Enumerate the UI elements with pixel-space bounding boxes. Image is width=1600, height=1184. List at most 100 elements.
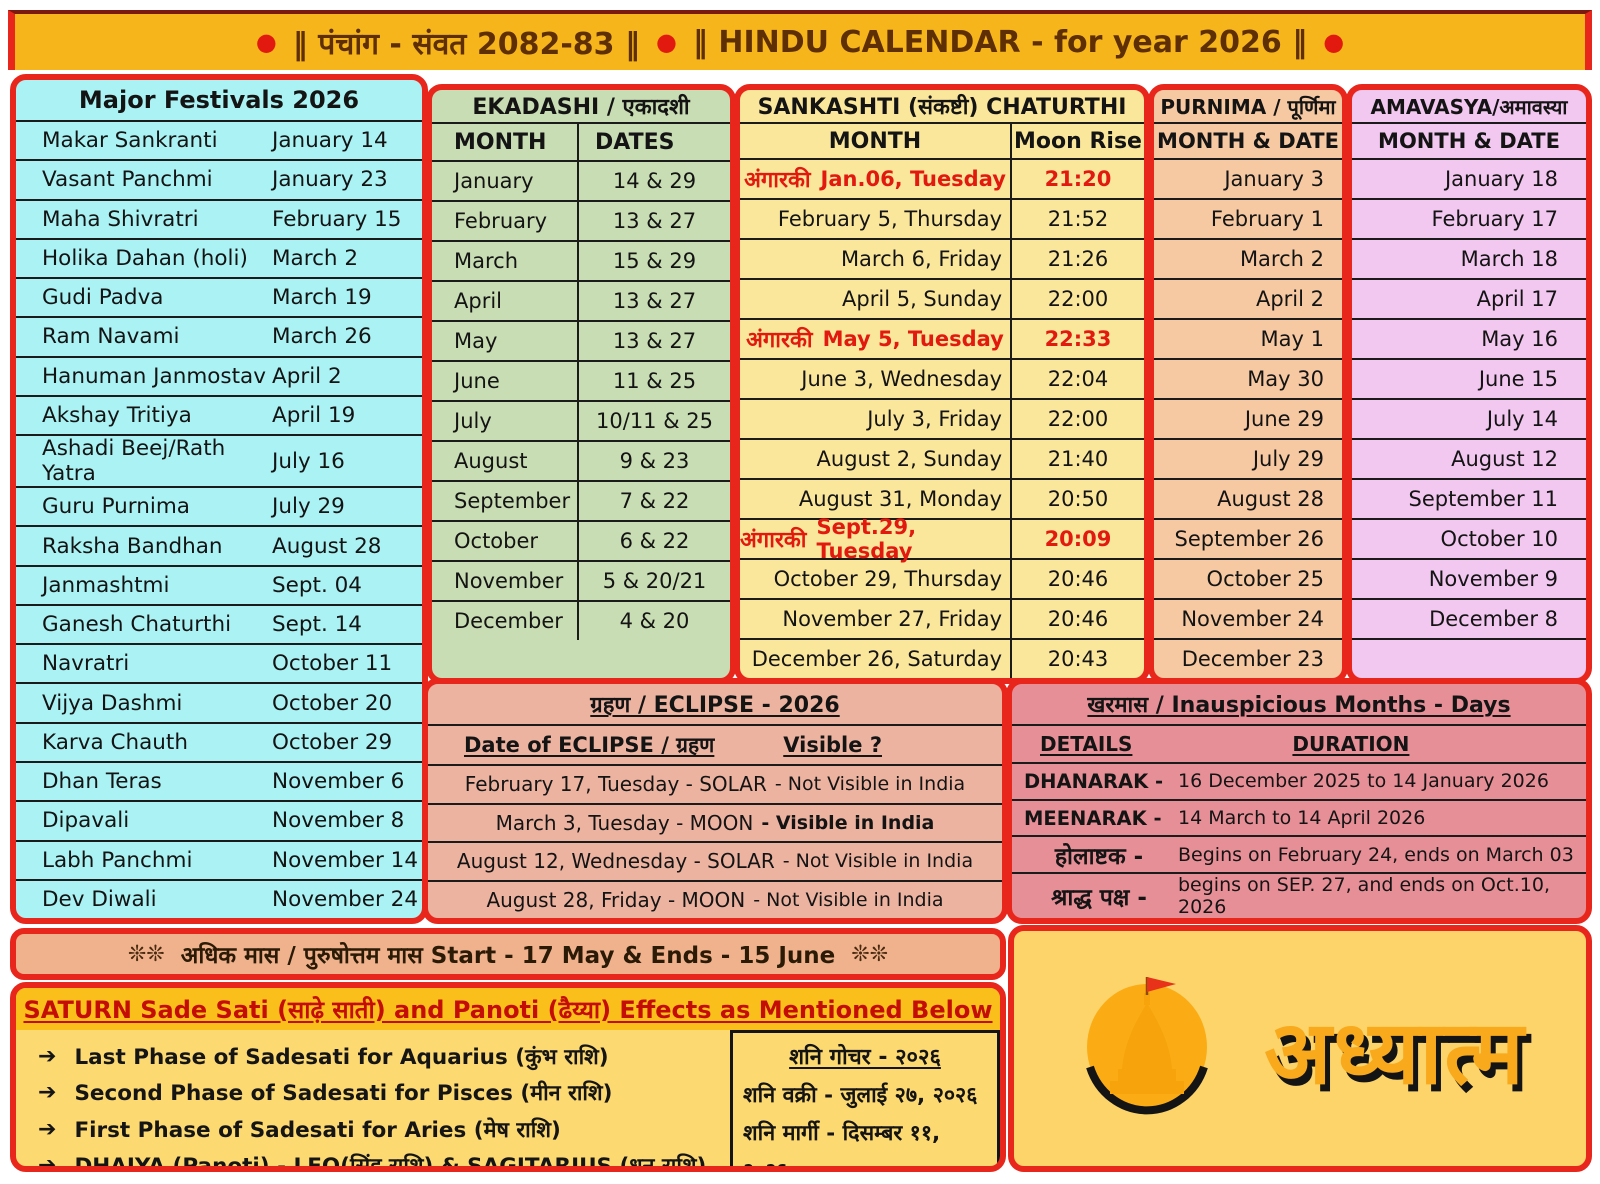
saturn-section-body: ➔ Last Phase of Sadesati for Aquarius (कु… <box>16 1030 1000 1172</box>
table-row: January 3 <box>1154 158 1342 198</box>
table-row: September 26 <box>1154 518 1342 558</box>
sankashti-date: February 5, Thursday <box>740 200 1012 238</box>
sankashti-month: July 3, Friday <box>867 407 1002 431</box>
arrow-icon: ➔ <box>38 1116 57 1142</box>
purnima-table: PURNIMA / पूर्णिमा MONTH & DATE January … <box>1148 84 1348 684</box>
table-row: June 3, Wednesday 22:04 <box>740 358 1144 398</box>
table-row: July 3, Friday 22:00 <box>740 398 1144 438</box>
table-row: Makar Sankranti January 14 <box>16 120 422 159</box>
kharmas-duration: begins on SEP. 27, and ends on Oct.10, 2… <box>1178 874 1551 919</box>
festival-name: Maha Shivratri <box>42 206 199 232</box>
festival-date: February 15 <box>272 206 402 232</box>
red-dot-icon: ● <box>655 28 677 56</box>
table-row: December 23 <box>1154 638 1342 678</box>
table-row: Karva Chauth October 29 <box>16 721 422 761</box>
table-row: Ganesh Chaturthi Sept. 14 <box>16 603 422 643</box>
ekadashi-month: November <box>432 562 579 600</box>
moonrise-time: 20:43 <box>1047 647 1109 671</box>
sankashti-date: March 6, Friday <box>740 240 1012 278</box>
festival-date: July 29 <box>272 494 345 520</box>
table-row: March 15 & 29 <box>432 240 730 280</box>
ekadashi-month: October <box>432 522 579 560</box>
table-row: May 1 <box>1154 318 1342 358</box>
ekadashi-dates: 13 & 27 <box>612 209 697 233</box>
table-row: August 12, Wednesday - SOLAR - Not Visibl… <box>428 841 1002 880</box>
ekadashi-month: December <box>432 602 579 640</box>
table-row: February 17, Tuesday - SOLAR - Not Visibl… <box>428 764 1002 803</box>
major-festivals-table: Major Festivals 2026 Makar Sankranti Janu… <box>10 74 428 924</box>
amavasya-table: AMAVASYA/अमावस्या MONTH & DATE January 1… <box>1346 84 1592 684</box>
kharmas-duration: 14 March to 14 April 2026 <box>1178 807 1426 829</box>
table-row: Dhan Teras November 6 <box>16 760 422 800</box>
table-row: September 11 <box>1352 478 1586 518</box>
festival-date: January 14 <box>272 128 388 154</box>
sankashti-month: March 6, Friday <box>840 247 1002 271</box>
festival-name: Holika Dahan (holi) <box>42 245 248 271</box>
column-header-month-date: MONTH & DATE <box>1154 122 1342 158</box>
moonrise-time: 21:52 <box>1047 207 1109 231</box>
ekadashi-month: February <box>432 202 579 240</box>
table-row: April 2 <box>1154 278 1342 318</box>
purnima-title: PURNIMA / पूर्णिमा <box>1160 94 1336 119</box>
table-row: Akshay Tritiya April 19 <box>16 394 422 434</box>
table-row: February 13 & 27 <box>432 200 730 240</box>
adhik-maas-text: अधिक मास / पुरुषोत्तम मास Start - 17 May… <box>180 943 836 969</box>
festival-name: Guru Purnima <box>42 494 190 520</box>
arrow-icon: ➔ <box>38 1080 57 1106</box>
table-row: October 6 & 22 <box>432 520 730 560</box>
temple-logo-icon <box>1086 976 1209 1114</box>
festival-date: November 24 <box>272 886 419 912</box>
major-festivals-rows: Makar Sankranti January 14 Vasant Panchmi… <box>16 120 422 918</box>
festival-name: Gudi Padva <box>42 285 164 311</box>
table-row: June 15 <box>1352 358 1586 398</box>
sankashti-date: अंगारकी May 5, Tuesday <box>740 320 1012 358</box>
saturn-effect-text: First Phase of Sadesati for Aries (मेष र… <box>74 1117 561 1143</box>
flower-icon: ❊❊ <box>851 941 889 967</box>
festival-date: April 19 <box>272 402 356 428</box>
ekadashi-month: March <box>432 242 579 280</box>
list-item: ➔ Second Phase of Sadesati for Pisces (मी… <box>38 1078 730 1107</box>
sankashti-date: अंगारकी Sept.29, Tuesday <box>740 515 1012 563</box>
festival-date: January 23 <box>272 167 388 193</box>
festival-name: Dipavali <box>42 808 130 834</box>
festival-name: Vasant Panchmi <box>42 167 213 193</box>
festival-date: Sept. 14 <box>272 612 362 638</box>
sankashti-month: June 3, Wednesday <box>801 367 1002 391</box>
angarki-label: अंगारकी <box>746 328 813 353</box>
table-row: May 30 <box>1154 358 1342 398</box>
list-item: ➔ Last Phase of Sadesati for Aquarius (कु… <box>38 1042 730 1071</box>
festival-name: Ram Navami <box>42 324 180 350</box>
table-row: December 8 <box>1352 598 1586 638</box>
kharmas-duration: Begins on February 24, ends on March 03 <box>1178 843 1574 866</box>
table-row: होलाष्टक - Begins on February 24, ends on… <box>1012 835 1586 872</box>
moonrise-time: 21:40 <box>1047 447 1109 471</box>
kharmas-header-row: DETAILS DURATION <box>1012 724 1586 762</box>
saturn-effects-list: ➔ Last Phase of Sadesati for Aquarius (कु… <box>16 1030 730 1166</box>
sankashti-month: February 5, Thursday <box>777 207 1002 231</box>
eclipse-title: ग्रहण / ECLIPSE - 2026 <box>590 693 840 718</box>
shani-vakri-line: शनि वक्री - जुलाई २७, २०२६ <box>743 1083 978 1108</box>
festival-date: October 29 <box>272 729 393 755</box>
table-row: August 31, Monday 20:50 <box>740 478 1144 518</box>
column-header-details: DETAILS <box>1040 732 1133 756</box>
title-bar: ● ‖ पंचांग - संवत 2082-83 ‖ ● ‖ HINDU CA… <box>8 10 1592 70</box>
column-header-month-date: MONTH & DATE <box>1352 122 1586 158</box>
table-row: July 10/11 & 25 <box>432 400 730 440</box>
adhyatma-logo-text: अध्यात्म <box>1264 1000 1526 1104</box>
table-row: April 17 <box>1352 278 1586 318</box>
table-row: Maha Shivratri February 15 <box>16 198 422 238</box>
sankashti-chaturthi-table: SANKASHTI (संकष्टी) CHATURTHI MONTH Moon… <box>734 84 1150 684</box>
shani-margi-line: शनि मार्गी - दिसम्बर ११, २०२६ <box>743 1121 941 1172</box>
table-row: May 16 <box>1352 318 1586 358</box>
adhyatma-logo-panel: अध्यात्म <box>1008 925 1592 1172</box>
column-header-eclipse-date: Date of ECLIPSE / ग्रहण <box>464 733 715 757</box>
moonrise-time: 20:50 <box>1047 487 1109 511</box>
angarki-label: अंगारकी <box>740 528 807 553</box>
flower-icon: ❊❊ <box>127 941 165 967</box>
kharmas-detail: DHANARAK - <box>1024 769 1164 793</box>
ekadashi-month: January <box>432 162 579 200</box>
sankashti-title: SANKASHTI (संकष्टी) CHATURTHI <box>757 95 1127 120</box>
festival-date: Sept. 04 <box>272 572 362 598</box>
table-row: Labh Panchmi November 14 <box>16 839 422 879</box>
